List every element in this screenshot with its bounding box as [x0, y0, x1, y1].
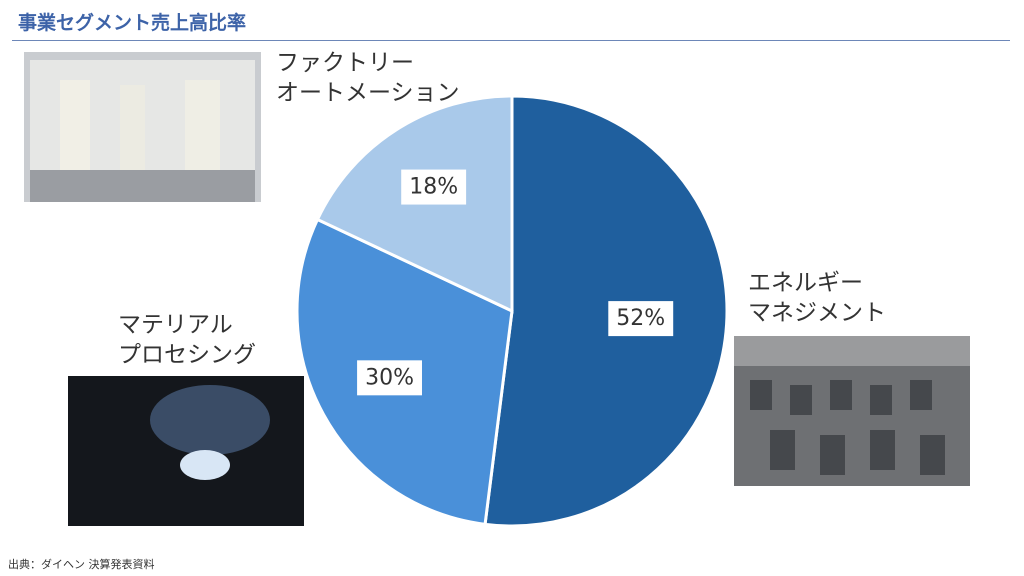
source-note: 出典：ダイヘン 決算発表資料 — [8, 558, 155, 571]
photo-transformers — [734, 336, 970, 486]
title-rule — [12, 40, 1010, 41]
photo-factory — [24, 52, 261, 202]
pie-slice — [483, 94, 729, 528]
value-label-bg — [357, 360, 422, 396]
category-label: マテリアル プロセシング — [118, 312, 256, 368]
photo-welding — [68, 376, 304, 526]
value-label: 52% — [616, 306, 665, 331]
value-label: 30% — [365, 365, 414, 390]
value-label-bg — [401, 169, 467, 205]
value-label: 18% — [409, 175, 458, 200]
category-label: ファクトリー オートメーション — [276, 50, 460, 106]
slide-title: 事業セグメント売上高比率 — [18, 12, 247, 34]
value-label-bg — [608, 301, 674, 337]
category-label: エネルギー マネジメント — [748, 270, 886, 326]
